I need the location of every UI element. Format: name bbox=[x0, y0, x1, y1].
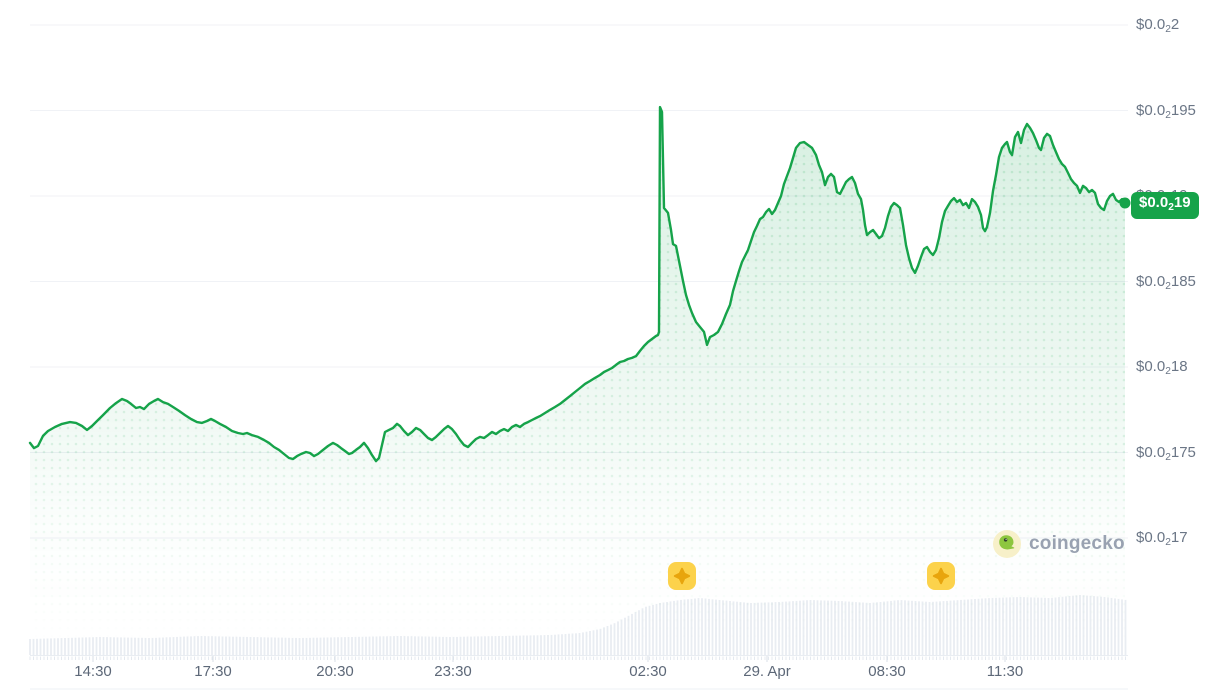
x-axis-label: 14:30 bbox=[74, 663, 112, 680]
coingecko-watermark[interactable]: coingecko bbox=[992, 529, 1125, 559]
y-axis-label: $0.02175 bbox=[1136, 443, 1196, 463]
price-line bbox=[28, 105, 1127, 463]
coingecko-watermark-text: coingecko bbox=[1029, 533, 1125, 554]
y-axis-label: $0.022 bbox=[1136, 16, 1180, 35]
y-axis-label: $0.02185 bbox=[1136, 272, 1196, 292]
x-axis-label: 20:30 bbox=[316, 663, 354, 680]
x-axis-label: 02:30 bbox=[629, 663, 667, 680]
x-axis-label: 29. Apr bbox=[743, 663, 791, 680]
event-marker-icon[interactable] bbox=[668, 562, 696, 590]
current-price-badge: $0.0219 bbox=[1131, 191, 1199, 220]
latest-price-dot bbox=[1119, 197, 1131, 209]
price-badge-value: 19 bbox=[1173, 193, 1191, 211]
volume-bar bbox=[1124, 599, 1127, 655]
price-badge-subscript: 2 bbox=[1168, 201, 1174, 213]
y-axis-label: $0.0217 bbox=[1136, 529, 1188, 548]
y-axis-label: $0.0218 bbox=[1136, 358, 1188, 377]
event-marker-icon[interactable] bbox=[927, 562, 955, 590]
x-axis-label: 23:30 bbox=[434, 663, 472, 680]
x-axis-label: 17:30 bbox=[194, 663, 232, 680]
x-axis-label: 08:30 bbox=[868, 663, 906, 680]
y-axis-label: $0.02195 bbox=[1136, 101, 1196, 121]
price-badge-prefix: $0.0 bbox=[1139, 193, 1169, 211]
price-area-fill bbox=[30, 107, 1125, 656]
coingecko-logo-icon bbox=[993, 530, 1021, 558]
x-axis-label: 11:30 bbox=[986, 663, 1024, 680]
